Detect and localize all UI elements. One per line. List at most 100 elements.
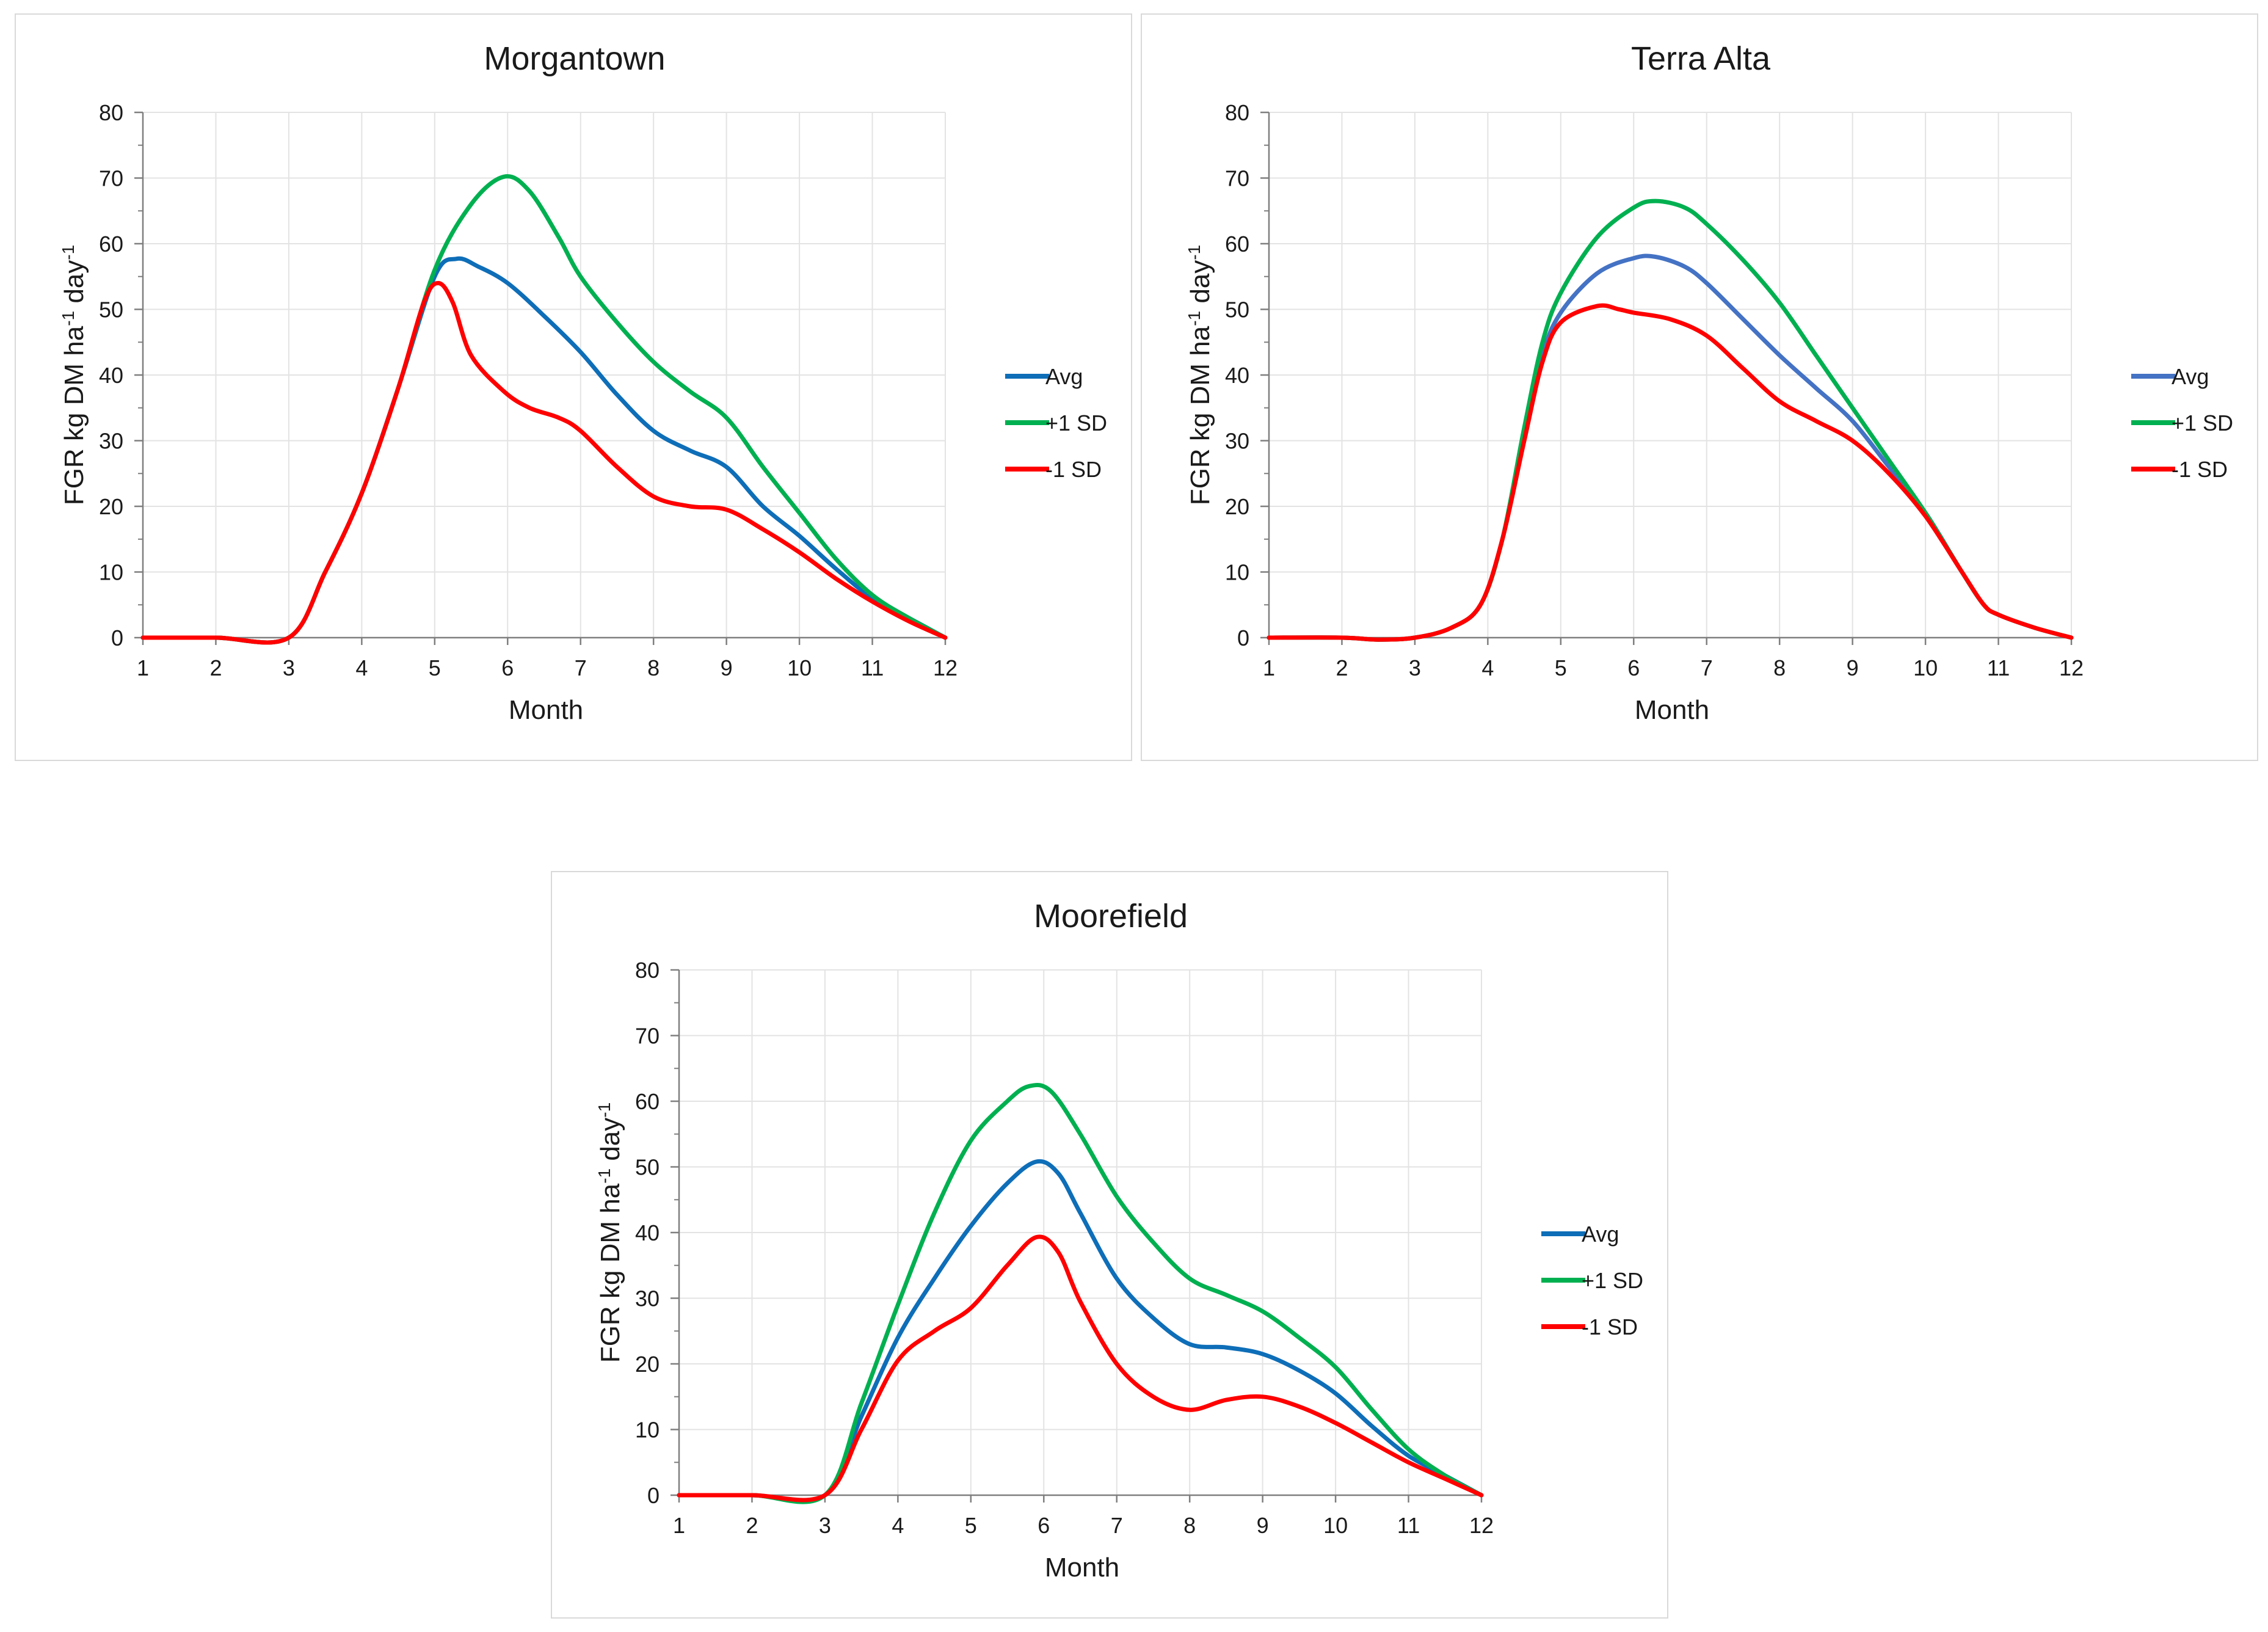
y-tick-label: 0	[1237, 625, 1249, 650]
y-axis-label-sup: -1	[1185, 311, 1204, 326]
x-tick-label: 10	[1913, 655, 1938, 680]
y-tick-label: 20	[635, 1352, 660, 1377]
x-tick-label: 11	[861, 655, 884, 680]
chart-panel-morgantown: 0 10 20 30 40 50 60 70 80 1 2 3 4 5 6 7 8 9 10 11 12 Morganto…	[15, 13, 1132, 761]
series-line-1-sd	[140, 281, 948, 645]
x-tick-label: 1	[673, 1513, 685, 1538]
x-axis-label: Month	[1045, 1553, 1119, 1583]
x-tick-label: 9	[1257, 1513, 1269, 1538]
x-tick-label: 1	[1263, 655, 1275, 680]
y-tick-label: 60	[99, 231, 123, 257]
y-tick-label: 40	[1225, 363, 1249, 388]
legend-label: Avg	[2172, 364, 2209, 389]
chart-title: Morgantown	[484, 40, 665, 77]
x-tick-label: 4	[892, 1513, 904, 1538]
chart-title: Moorefield	[1034, 898, 1188, 934]
y-axis-label-part: FGR kg DM ha	[1185, 326, 1215, 505]
y-axis-label-sup: -1	[1185, 245, 1204, 260]
y-axis-label-part: day	[1185, 260, 1215, 311]
legend-label: -1 SD	[1045, 457, 1102, 482]
x-axis-label: Month	[509, 695, 583, 725]
y-tick-label: 70	[635, 1024, 660, 1049]
x-tick-label: 11	[1397, 1513, 1420, 1538]
x-tick-label: 12	[1469, 1513, 1494, 1538]
x-tick-label: 3	[1409, 655, 1421, 680]
legend-label: Avg	[1582, 1222, 1619, 1247]
x-tick-label: 8	[1183, 1513, 1196, 1538]
x-tick-label: 6	[501, 655, 514, 680]
x-tick-label: 9	[1847, 655, 1859, 680]
legend-label: +1 SD	[2172, 410, 2233, 435]
x-tick-label: 3	[283, 655, 295, 680]
series-line-1-sd	[677, 1234, 1484, 1503]
legend-label: +1 SD	[1045, 410, 1107, 435]
y-tick-label: 70	[1225, 166, 1249, 191]
x-tick-label: 2	[1336, 655, 1348, 680]
y-tick-label: 40	[635, 1220, 660, 1245]
y-axis-label-sup: -1	[59, 311, 78, 326]
legend-label: -1 SD	[1582, 1314, 1638, 1339]
series-line-1-sd	[1267, 303, 2074, 642]
x-tick-label: 5	[429, 655, 441, 680]
y-tick-label: 20	[1225, 494, 1249, 519]
y-tick-label: 70	[99, 166, 123, 191]
x-tick-label: 8	[647, 655, 660, 680]
y-tick-label: 40	[99, 363, 123, 388]
legend-label: Avg	[1045, 364, 1083, 389]
x-tick-label: 10	[1323, 1513, 1348, 1538]
series-line-avg	[1267, 253, 2074, 642]
y-tick-label: 50	[1225, 297, 1249, 322]
x-tick-label: 4	[1481, 655, 1494, 680]
y-tick-label: 20	[99, 494, 123, 519]
y-tick-label: 30	[1225, 429, 1249, 454]
y-axis-label: FGR kg DM ha-1 day-1	[595, 1102, 626, 1363]
series-line-1-sd	[677, 1082, 1484, 1504]
y-tick-label: 80	[99, 100, 123, 125]
y-axis-label: FGR kg DM ha-1 day-1	[59, 245, 90, 505]
legend-label: -1 SD	[2172, 457, 2228, 482]
chart-panel-terra-alta: 0 10 20 30 40 50 60 70 80 1 2 3 4 5 6 7 8 9 10 11 12 Terra Al…	[1141, 13, 2258, 761]
x-tick-label: 3	[819, 1513, 831, 1538]
series-line-avg	[140, 256, 948, 645]
y-axis-label-sup: -1	[59, 245, 78, 260]
x-tick-label: 9	[721, 655, 733, 680]
y-tick-label: 10	[99, 560, 123, 585]
y-tick-label: 80	[635, 958, 660, 983]
y-tick-label: 50	[99, 297, 123, 322]
x-tick-label: 10	[787, 655, 812, 680]
y-tick-label: 60	[635, 1089, 660, 1114]
series-line-avg	[677, 1159, 1484, 1504]
x-tick-label: 6	[1038, 1513, 1050, 1538]
x-tick-label: 1	[137, 655, 149, 680]
chart-panel-moorefield: 0 10 20 30 40 50 60 70 80 1 2 3 4 5 6 7 8 9 10 11 12 Moorefie…	[551, 871, 1668, 1619]
legend-label: +1 SD	[1582, 1268, 1643, 1293]
x-tick-label: 12	[2059, 655, 2084, 680]
y-tick-label: 60	[1225, 231, 1249, 257]
x-tick-label: 12	[933, 655, 958, 680]
x-tick-label: 8	[1773, 655, 1786, 680]
y-tick-label: 30	[635, 1286, 660, 1311]
y-axis-label: FGR kg DM ha-1 day-1	[1185, 245, 1216, 505]
x-tick-label: 7	[1111, 1513, 1123, 1538]
x-tick-label: 7	[575, 655, 587, 680]
y-tick-label: 50	[635, 1155, 660, 1180]
y-axis-label-part: day	[59, 260, 89, 311]
x-tick-label: 6	[1627, 655, 1640, 680]
x-tick-label: 4	[355, 655, 368, 680]
y-tick-label: 0	[111, 625, 123, 650]
x-tick-label: 2	[746, 1513, 758, 1538]
y-axis-label-sup: -1	[595, 1168, 614, 1184]
x-tick-label: 11	[1987, 655, 2010, 680]
x-axis-label: Month	[1635, 695, 1709, 725]
chart-title: Terra Alta	[1631, 40, 1771, 77]
y-axis-label-part: FGR kg DM ha	[595, 1183, 625, 1363]
x-tick-label: 5	[1555, 655, 1567, 680]
y-axis-label-part: day	[595, 1118, 625, 1168]
y-tick-label: 10	[635, 1418, 660, 1443]
y-axis-label-part: FGR kg DM ha	[59, 326, 89, 505]
series-line-1-sd	[1267, 199, 2074, 642]
y-tick-label: 80	[1225, 100, 1249, 125]
y-axis-label-sup: -1	[595, 1102, 614, 1118]
